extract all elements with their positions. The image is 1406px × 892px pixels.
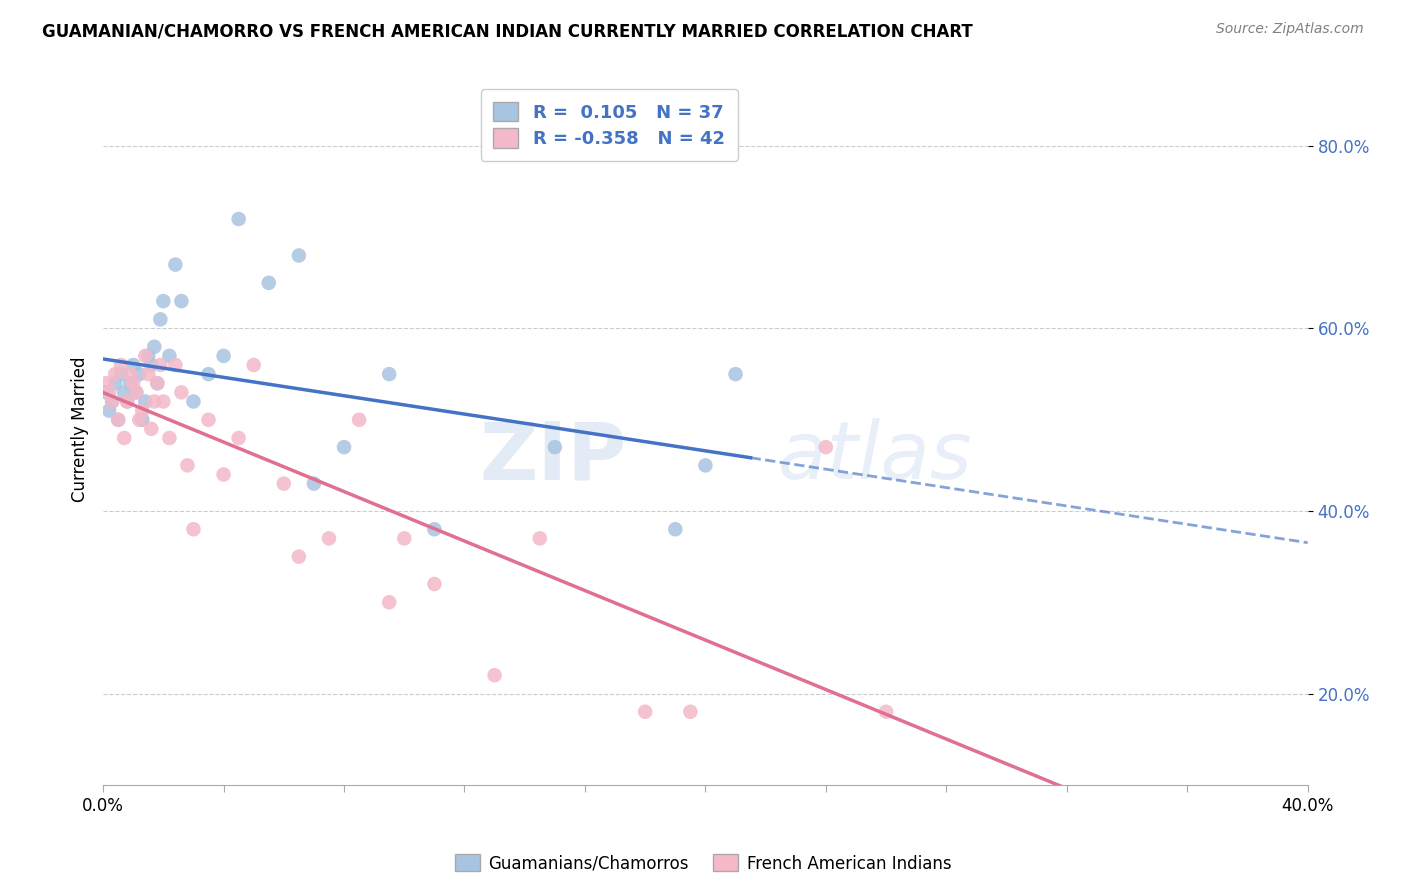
Point <box>136 349 159 363</box>
Point <box>115 394 138 409</box>
Point <box>152 394 174 409</box>
Point <box>128 367 150 381</box>
Point <box>143 340 166 354</box>
Point <box>273 476 295 491</box>
Point <box>165 258 187 272</box>
Point <box>170 294 193 309</box>
Point <box>149 312 172 326</box>
Point <box>228 431 250 445</box>
Point <box>484 668 506 682</box>
Text: atlas: atlas <box>778 418 973 496</box>
Point <box>98 403 121 417</box>
Point <box>318 532 340 546</box>
Point <box>679 705 702 719</box>
Point <box>423 522 446 536</box>
Point <box>197 413 219 427</box>
Point <box>212 467 235 482</box>
Point <box>157 431 180 445</box>
Point <box>544 440 567 454</box>
Point <box>141 358 163 372</box>
Point <box>136 367 159 381</box>
Point <box>141 422 163 436</box>
Point <box>104 367 127 381</box>
Point <box>94 376 117 391</box>
Point <box>146 376 169 391</box>
Point <box>170 385 193 400</box>
Point <box>122 376 145 391</box>
Point <box>125 385 148 400</box>
Point <box>101 394 124 409</box>
Point <box>197 367 219 381</box>
Point <box>131 403 153 417</box>
Point <box>165 358 187 372</box>
Point <box>875 705 897 719</box>
Legend: R =  0.105   N = 37, R = -0.358   N = 42: R = 0.105 N = 37, R = -0.358 N = 42 <box>481 89 738 161</box>
Point <box>664 522 686 536</box>
Point <box>157 349 180 363</box>
Point <box>242 358 264 372</box>
Point <box>107 413 129 427</box>
Point <box>94 385 117 400</box>
Point <box>122 358 145 372</box>
Text: Source: ZipAtlas.com: Source: ZipAtlas.com <box>1216 22 1364 37</box>
Point <box>112 385 135 400</box>
Point <box>134 394 156 409</box>
Point <box>302 476 325 491</box>
Text: GUAMANIAN/CHAMORRO VS FRENCH AMERICAN INDIAN CURRENTLY MARRIED CORRELATION CHART: GUAMANIAN/CHAMORRO VS FRENCH AMERICAN IN… <box>42 22 973 40</box>
Point <box>529 532 551 546</box>
Point <box>110 358 132 372</box>
Text: ZIP: ZIP <box>479 418 627 496</box>
Point <box>183 522 205 536</box>
Point <box>347 413 370 427</box>
Legend: Guamanians/Chamorros, French American Indians: Guamanians/Chamorros, French American In… <box>449 847 957 880</box>
Point <box>423 577 446 591</box>
Point <box>378 595 401 609</box>
Y-axis label: Currently Married: Currently Married <box>72 356 89 501</box>
Point <box>176 458 198 473</box>
Point <box>143 394 166 409</box>
Point <box>128 413 150 427</box>
Point <box>394 532 416 546</box>
Point <box>110 367 132 381</box>
Point <box>814 440 837 454</box>
Point <box>112 431 135 445</box>
Point <box>634 705 657 719</box>
Point <box>120 367 142 381</box>
Point <box>228 211 250 226</box>
Point <box>131 413 153 427</box>
Point <box>134 349 156 363</box>
Point <box>183 394 205 409</box>
Point <box>120 376 142 391</box>
Point <box>125 385 148 400</box>
Point <box>257 276 280 290</box>
Point <box>104 376 127 391</box>
Point <box>146 376 169 391</box>
Point <box>288 248 311 262</box>
Point <box>724 367 747 381</box>
Point <box>333 440 356 454</box>
Point <box>115 394 138 409</box>
Point <box>378 367 401 381</box>
Point <box>101 394 124 409</box>
Point <box>98 385 121 400</box>
Point <box>152 294 174 309</box>
Point <box>288 549 311 564</box>
Point <box>149 358 172 372</box>
Point <box>107 413 129 427</box>
Point <box>212 349 235 363</box>
Point <box>695 458 717 473</box>
